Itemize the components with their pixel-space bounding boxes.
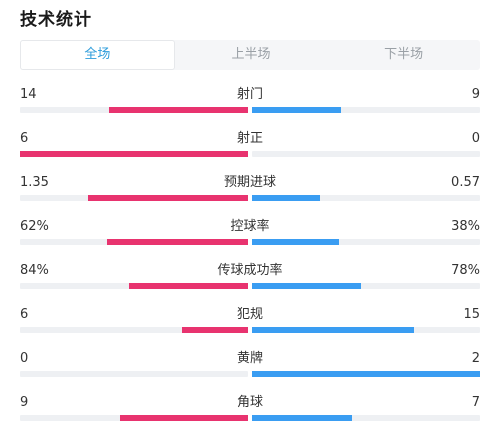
home-value: 6 <box>20 131 29 146</box>
away-value: 0.57 <box>451 175 480 190</box>
away-bar <box>252 283 362 289</box>
stat-row-shots-on-target: 6 射正 0 <box>20 126 480 170</box>
stat-row-pass-accuracy: 84% 传球成功率 78% <box>20 258 480 302</box>
period-tabs: 全场 上半场 下半场 <box>20 40 480 70</box>
home-bar-track <box>20 371 248 377</box>
home-bar-track <box>20 151 248 157</box>
away-bar-track <box>252 283 480 289</box>
away-bar-track <box>252 195 480 201</box>
away-bar-track <box>252 151 480 157</box>
away-value: 7 <box>471 395 480 410</box>
home-bar-track <box>20 239 248 245</box>
tab-first-half[interactable]: 上半场 <box>231 47 271 62</box>
home-bar-track <box>20 283 248 289</box>
home-value: 84% <box>20 263 49 278</box>
stat-label: 射正 <box>236 131 263 146</box>
page-title: 技术统计 <box>20 10 92 30</box>
away-bar <box>252 371 480 377</box>
home-bar-track <box>20 195 248 201</box>
home-value: 1.35 <box>20 175 49 190</box>
away-bar-track <box>252 239 480 245</box>
away-bar <box>252 327 414 333</box>
tab-full-match[interactable]: 全场 <box>20 40 175 70</box>
home-bar <box>129 283 248 289</box>
away-bar-track <box>252 371 480 377</box>
home-value: 6 <box>20 307 29 322</box>
away-bar <box>252 107 341 113</box>
away-bar <box>252 195 321 201</box>
away-bar-track <box>252 415 480 421</box>
stat-label: 犯规 <box>236 307 263 322</box>
home-bar <box>20 151 248 157</box>
away-bar-track <box>252 107 480 113</box>
away-value: 15 <box>463 307 480 322</box>
stats-list: 14 射门 9 6 射正 0 1.35 预期进球 0.57 62% 控球率 38… <box>20 82 480 434</box>
stat-row-fouls: 6 犯规 15 <box>20 302 480 346</box>
stat-label: 传球成功率 <box>217 263 283 278</box>
stat-row-shots: 14 射门 9 <box>20 82 480 126</box>
home-bar <box>120 415 248 421</box>
home-value: 0 <box>20 351 29 366</box>
stat-label: 角球 <box>236 395 263 410</box>
away-value: 38% <box>451 219 480 234</box>
away-bar <box>252 415 353 421</box>
stat-row-yellow-cards: 0 黄牌 2 <box>20 346 480 390</box>
stat-label: 黄牌 <box>236 351 263 366</box>
home-bar-track <box>20 327 248 333</box>
away-value: 0 <box>471 131 480 146</box>
stat-label: 控球率 <box>230 219 270 234</box>
stat-label: 射门 <box>236 87 263 102</box>
away-value: 78% <box>451 263 480 278</box>
stat-row-corners: 9 角球 7 <box>20 390 480 434</box>
home-bar-track <box>20 415 248 421</box>
tab-second-half[interactable]: 下半场 <box>384 47 424 62</box>
away-value: 9 <box>471 87 480 102</box>
away-value: 2 <box>471 351 480 366</box>
home-bar <box>88 195 248 201</box>
stat-row-possession: 62% 控球率 38% <box>20 214 480 258</box>
home-value: 9 <box>20 395 29 410</box>
home-value: 62% <box>20 219 49 234</box>
stat-label: 预期进球 <box>223 175 276 190</box>
home-value: 14 <box>20 87 37 102</box>
home-bar <box>108 107 248 113</box>
home-bar <box>106 239 248 245</box>
away-bar-track <box>252 327 480 333</box>
home-bar-track <box>20 107 248 113</box>
away-bar <box>252 239 339 245</box>
stat-row-expected-goals: 1.35 预期进球 0.57 <box>20 170 480 214</box>
home-bar <box>181 327 248 333</box>
